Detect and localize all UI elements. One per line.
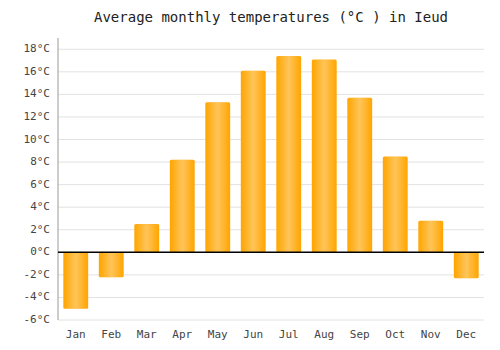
x-tick-label: Jan: [66, 328, 86, 341]
bar-highlight: [347, 98, 372, 253]
x-tick-label: Sep: [350, 328, 370, 341]
grid-line: [58, 94, 484, 95]
x-tick-label: Apr: [172, 328, 192, 341]
y-axis-line: [58, 38, 59, 320]
bar-highlight: [276, 56, 301, 252]
grid-line: [58, 297, 484, 298]
bar: [347, 98, 372, 253]
y-tick-label: -4°C: [24, 290, 51, 303]
x-tick-label: Oct: [385, 328, 405, 341]
y-tick-label: 18°C: [24, 42, 51, 55]
y-tick-label: -2°C: [24, 268, 51, 281]
bar: [383, 156, 408, 252]
grid-line: [58, 49, 484, 50]
y-tick-label: -6°C: [24, 313, 51, 326]
y-ticks: -6°C -4°C -2°C 0°C 2°C 4°C 6°C 8°C 10°C 12°C 14°C 1…: [24, 42, 51, 326]
grid-line: [58, 116, 484, 117]
y-tick-label: 14°C: [24, 87, 51, 100]
chart: Average monthly temperatures (°C ) in Ie…: [0, 0, 500, 350]
y-tick-label: 4°C: [30, 200, 50, 213]
grid-line: [58, 184, 484, 185]
bar: [276, 56, 301, 252]
bar: [134, 224, 159, 252]
x-tick-label: Mar: [137, 328, 157, 341]
y-grid: [58, 49, 484, 320]
y-tick-label: 12°C: [24, 110, 51, 123]
bar-highlight: [418, 221, 443, 253]
x-tick-label: Jul: [279, 328, 299, 341]
bar-highlight: [383, 156, 408, 252]
bar: [99, 252, 124, 277]
x-tick-label: Nov: [421, 328, 441, 341]
bar-highlight: [205, 102, 230, 252]
bar-highlight: [134, 224, 159, 252]
x-tick-label: Jun: [243, 328, 263, 341]
x-ticks: Jan Feb Mar Apr May Jun Jul Aug Sep Oct Nov Dec: [66, 328, 476, 341]
bar: [418, 221, 443, 253]
bar-highlight: [312, 59, 337, 252]
bar: [205, 102, 230, 252]
zero-line: [58, 252, 484, 254]
x-tick-label: Dec: [456, 328, 476, 341]
x-tick-label: Feb: [101, 328, 121, 341]
x-tick-label: Aug: [314, 328, 334, 341]
bar: [454, 252, 479, 278]
y-tick-label: 2°C: [30, 223, 50, 236]
bar-highlight: [63, 252, 88, 308]
grid-line: [58, 252, 484, 253]
chart-title: Average monthly temperatures (°C ) in Ie…: [94, 9, 448, 25]
bar-highlight: [99, 252, 124, 277]
y-tick-label: 0°C: [30, 245, 50, 258]
bar: [63, 252, 88, 308]
grid-line: [58, 71, 484, 72]
bar-highlight: [241, 71, 266, 253]
y-tick-label: 16°C: [24, 65, 51, 78]
grid-line: [58, 162, 484, 163]
grid-line: [58, 320, 484, 321]
bar-highlight: [454, 252, 479, 278]
bars: [63, 56, 478, 309]
y-tick-label: 8°C: [30, 155, 50, 168]
bar: [170, 160, 195, 252]
y-tick-label: 6°C: [30, 178, 50, 191]
x-tick-label: May: [208, 328, 228, 341]
bar: [241, 71, 266, 253]
grid-line: [58, 207, 484, 208]
chart-container: Average monthly temperatures (°C ) in Ie…: [0, 0, 500, 350]
grid-line: [58, 139, 484, 140]
bar: [312, 59, 337, 252]
y-tick-label: 10°C: [24, 133, 51, 146]
bar-highlight: [170, 160, 195, 252]
